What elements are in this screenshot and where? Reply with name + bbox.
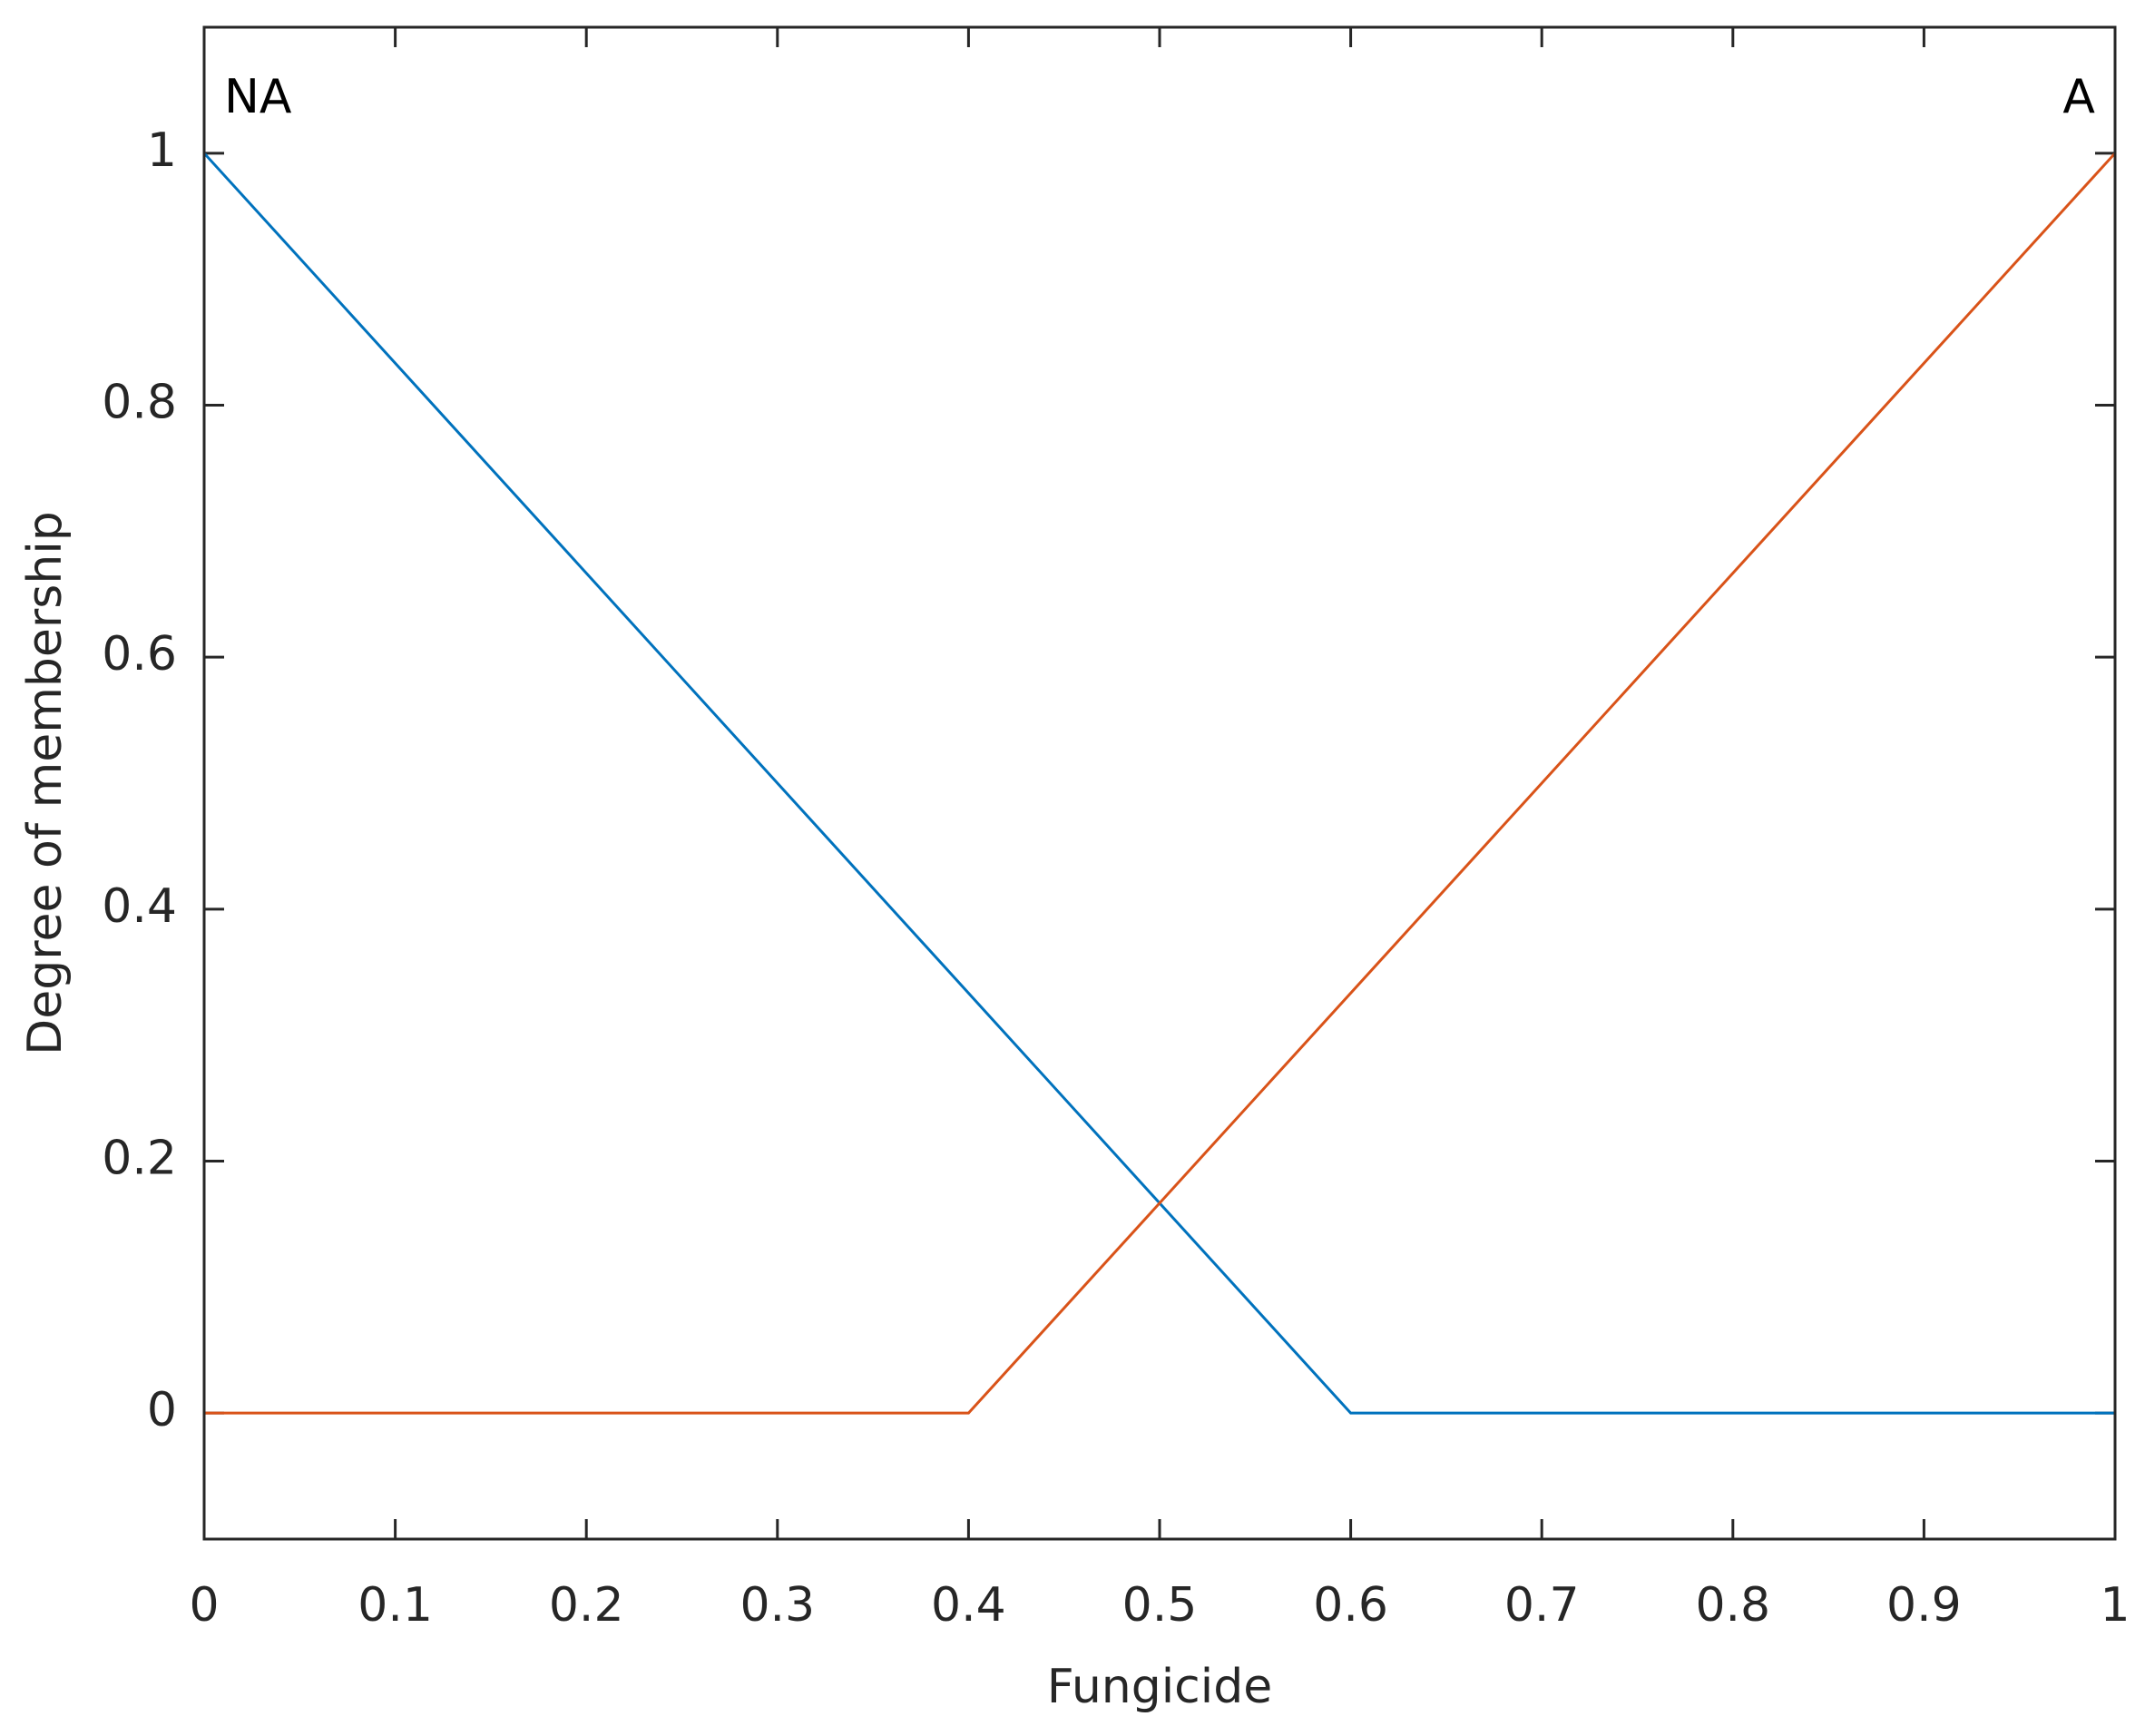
x-tick-label: 0 [189, 1578, 219, 1633]
y-axis-label: Degree of membership [18, 511, 73, 1055]
series-line [204, 152, 2115, 1415]
series-label: A [2062, 70, 2095, 124]
axes-box [202, 25, 2117, 1541]
y-tick-label: 0.6 [102, 627, 177, 682]
x-axis-label: Fungicide [1047, 1660, 1272, 1714]
x-tick-label: 0.5 [1122, 1578, 1198, 1633]
x-tick-label: 0.2 [549, 1578, 624, 1633]
x-tick-label: 0.3 [739, 1578, 815, 1633]
x-tick-label: 0.7 [1504, 1578, 1580, 1633]
x-tick-label: 0.8 [1695, 1578, 1770, 1633]
x-tick-label: 0.9 [1886, 1578, 1962, 1633]
series-line [204, 152, 2115, 1415]
y-tick-label: 0.4 [102, 879, 177, 934]
x-tick-label: 0.4 [931, 1578, 1006, 1633]
y-tick-label: 0.8 [102, 376, 177, 430]
x-tick-label: 0.6 [1313, 1578, 1388, 1633]
y-tick-label: 0 [147, 1383, 177, 1437]
x-tick-label: 0.1 [358, 1578, 433, 1633]
x-tick-label: 1 [2100, 1578, 2130, 1633]
series-label: NA [224, 70, 292, 124]
y-tick-label: 0.2 [102, 1132, 177, 1186]
y-tick-label: 1 [147, 123, 177, 178]
